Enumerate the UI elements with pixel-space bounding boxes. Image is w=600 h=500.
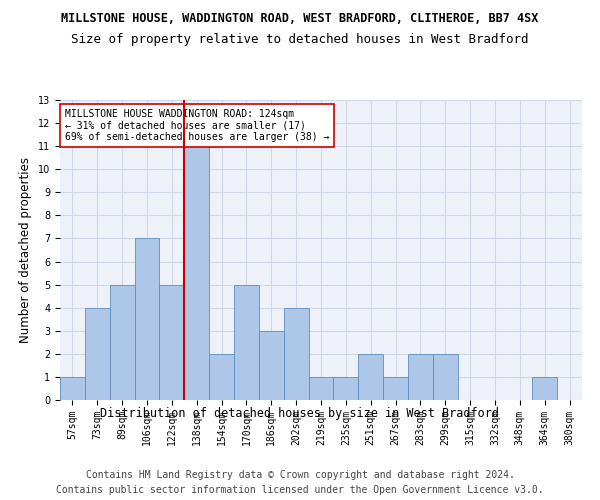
- Bar: [134, 238, 160, 400]
- Text: Contains public sector information licensed under the Open Government Licence v3: Contains public sector information licen…: [56, 485, 544, 495]
- Bar: [85, 308, 110, 400]
- Bar: [60, 377, 85, 400]
- Bar: [532, 377, 557, 400]
- Text: Contains HM Land Registry data © Crown copyright and database right 2024.: Contains HM Land Registry data © Crown c…: [86, 470, 514, 480]
- Text: Size of property relative to detached houses in West Bradford: Size of property relative to detached ho…: [71, 32, 529, 46]
- Bar: [110, 284, 134, 400]
- Bar: [209, 354, 234, 400]
- Text: MILLSTONE HOUSE, WADDINGTON ROAD, WEST BRADFORD, CLITHEROE, BB7 4SX: MILLSTONE HOUSE, WADDINGTON ROAD, WEST B…: [61, 12, 539, 26]
- Y-axis label: Number of detached properties: Number of detached properties: [19, 157, 32, 343]
- Bar: [308, 377, 334, 400]
- Bar: [408, 354, 433, 400]
- Text: MILLSTONE HOUSE WADDINGTON ROAD: 124sqm
← 31% of detached houses are smaller (17: MILLSTONE HOUSE WADDINGTON ROAD: 124sqm …: [65, 109, 329, 142]
- Bar: [259, 331, 284, 400]
- Bar: [358, 354, 383, 400]
- Bar: [383, 377, 408, 400]
- Text: Distribution of detached houses by size in West Bradford: Distribution of detached houses by size …: [101, 408, 499, 420]
- Bar: [433, 354, 458, 400]
- Bar: [334, 377, 358, 400]
- Bar: [234, 284, 259, 400]
- Bar: [284, 308, 308, 400]
- Bar: [160, 284, 184, 400]
- Bar: [184, 146, 209, 400]
